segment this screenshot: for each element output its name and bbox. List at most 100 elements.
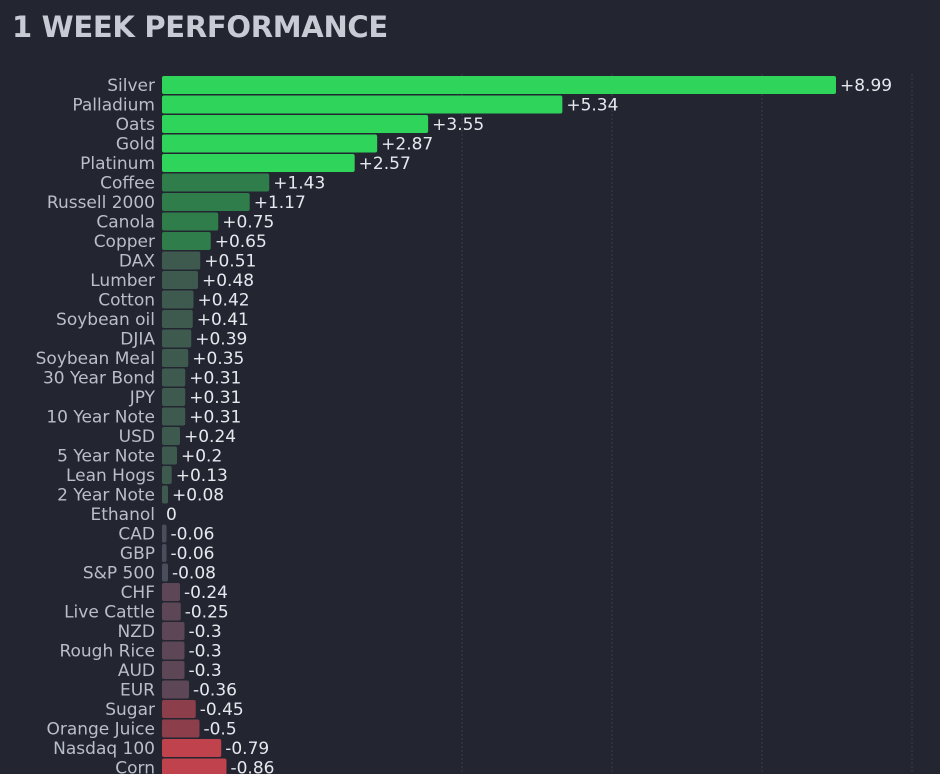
bar (162, 310, 193, 328)
value-label: +0.31 (189, 369, 241, 389)
bar (162, 719, 200, 738)
value-label: +8.99 (840, 76, 892, 96)
value-label: +0.13 (176, 466, 228, 486)
category-label: Oats (116, 115, 155, 135)
category-label: Sugar (105, 700, 155, 720)
bar-layer (162, 76, 836, 774)
bar (162, 154, 355, 172)
grid-layer (461, 74, 913, 774)
bar (162, 544, 167, 562)
bar (162, 641, 185, 660)
value-label: -0.06 (170, 544, 214, 564)
category-label: 30 Year Bond (43, 369, 155, 389)
bar (162, 661, 185, 679)
bar (162, 427, 180, 445)
category-label: Palladium (72, 96, 155, 116)
value-label: +1.17 (254, 193, 306, 213)
value-label: +0.48 (202, 271, 254, 291)
value-label: +0.75 (222, 213, 274, 233)
value-label: -0.06 (170, 525, 214, 545)
bar (162, 271, 198, 289)
category-label: CAD (118, 525, 155, 545)
value-label: -0.24 (184, 583, 228, 603)
category-label: 5 Year Note (57, 447, 155, 467)
bar (162, 212, 219, 231)
bar (162, 446, 177, 465)
bar (162, 583, 180, 601)
bar (162, 173, 270, 192)
bar (162, 739, 222, 757)
category-label: S&P 500 (83, 564, 155, 584)
category-label: Rough Rice (59, 642, 155, 662)
value-label: +1.43 (273, 174, 325, 194)
value-label: +0.35 (192, 349, 244, 369)
bar (162, 232, 211, 250)
value-label: -0.3 (188, 642, 221, 662)
value-label: -0.36 (193, 681, 237, 701)
category-label: Cotton (98, 291, 155, 311)
category-label: Russell 2000 (47, 193, 155, 213)
value-label: +0.65 (215, 232, 267, 252)
bar (162, 95, 563, 114)
bar (162, 700, 196, 718)
category-label: 10 Year Note (46, 408, 155, 428)
value-label: -0.79 (225, 739, 269, 759)
category-label: CHF (121, 583, 155, 603)
category-label: EUR (120, 681, 155, 701)
bar (162, 368, 186, 387)
value-label: +0.31 (189, 388, 241, 408)
value-label: 0 (166, 505, 177, 525)
category-label: Corn (115, 759, 155, 774)
category-label: Ethanol (91, 505, 156, 525)
category-label: Soybean oil (56, 310, 155, 330)
value-label: +0.2 (181, 447, 222, 467)
category-label: Canola (96, 213, 155, 233)
bar (162, 622, 185, 640)
value-label: +2.87 (381, 135, 433, 155)
category-label: Orange Juice (46, 720, 155, 740)
bar (162, 407, 186, 426)
bar (162, 251, 201, 270)
category-label: USD (119, 427, 155, 447)
category-label: Lean Hogs (66, 466, 155, 486)
value-label: -0.86 (230, 759, 274, 774)
category-label: GBP (120, 544, 155, 564)
value-label: -0.3 (188, 622, 221, 642)
value-label: +3.55 (432, 115, 484, 135)
value-label: -0.5 (203, 720, 236, 740)
bar (162, 76, 836, 94)
category-label: Soybean Meal (36, 349, 155, 369)
bar (162, 485, 168, 504)
value-label: +0.51 (204, 252, 256, 272)
value-label: +0.41 (197, 310, 249, 330)
category-label: Platinum (80, 154, 155, 174)
value-label: -0.25 (185, 603, 229, 623)
value-label: +0.24 (184, 427, 236, 447)
category-label: NZD (118, 622, 155, 642)
bar (162, 524, 167, 543)
category-label: Silver (107, 76, 155, 96)
bar (162, 193, 250, 211)
category-label: DJIA (120, 330, 155, 350)
category-label: Live Cattle (64, 603, 155, 623)
value-label: +0.08 (172, 486, 224, 506)
value-label: +0.31 (189, 408, 241, 428)
bar (162, 602, 181, 621)
bar (162, 680, 189, 699)
value-label: -0.3 (188, 661, 221, 681)
category-label: Lumber (90, 271, 155, 291)
category-label: JPY (129, 388, 156, 408)
category-label: AUD (118, 661, 155, 681)
bar (162, 290, 194, 309)
category-label: Nasdaq 100 (53, 739, 155, 759)
value-label: +2.57 (359, 154, 411, 174)
category-label: Coffee (100, 174, 155, 194)
category-label: Gold (116, 135, 155, 155)
bar (162, 563, 168, 582)
value-label: -0.45 (200, 700, 244, 720)
value-label: +0.42 (197, 291, 249, 311)
value-label: -0.08 (172, 564, 216, 584)
value-label: +0.39 (195, 330, 247, 350)
value-label: +5.34 (566, 96, 618, 116)
